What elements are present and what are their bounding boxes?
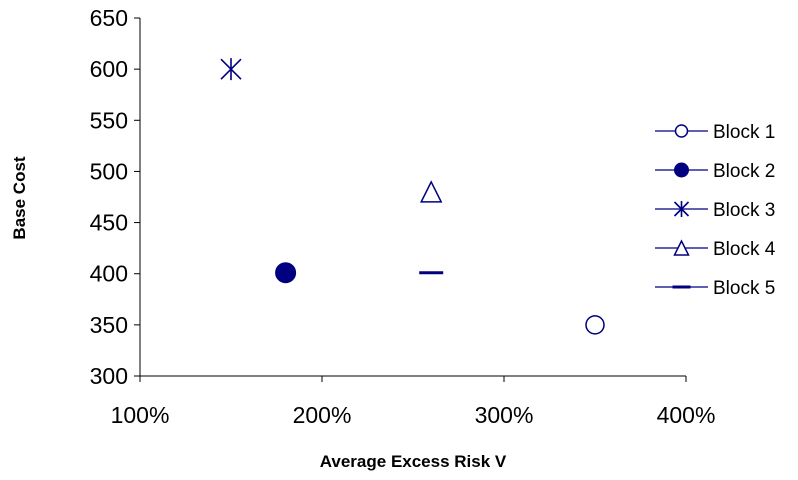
legend-label: Block 5 [713,278,775,299]
y-axis-title: Base Cost [10,156,29,239]
x-axis-title: Average Excess Risk V [320,452,507,471]
legend-item-block-3: Block 3 [655,200,775,221]
x-tick-label: 200% [293,402,352,428]
y-tick-label: 650 [90,5,128,31]
y-tick-label: 450 [90,210,128,236]
y-tick-label: 600 [90,56,128,82]
legend-label: Block 3 [713,200,775,221]
legend-item-block-2: Block 2 [655,161,775,182]
data-point-block-1 [585,315,605,335]
y-tick-label: 350 [90,312,128,338]
legend-marker [673,239,690,256]
legend-item-block-1: Block 1 [655,122,775,143]
x-tick-label: 400% [657,402,716,428]
x-tick-label: 100% [111,402,170,428]
legend-label: Block 2 [713,161,775,182]
legend-marker [674,124,689,138]
legend-item-block-5: Block 5 [655,278,775,299]
legend: Block 1 Block 2 Block 3 Block 4 Block 5 [655,122,776,299]
legend-label: Block 4 [713,239,776,260]
y-tick-label: 400 [90,261,128,287]
y-tick-label: 500 [90,158,128,184]
axes: 300 350 400 450 500 550 600 650 100% 200% 300% 400% [90,5,716,428]
data-points [220,58,605,335]
x-tick-label: 300% [475,402,534,428]
legend-label: Block 1 [713,122,775,143]
legend-item-block-4: Block 4 [655,239,776,260]
data-point-block-3 [220,58,242,81]
y-tick-label: 300 [90,363,128,389]
legend-marker [673,201,690,217]
y-tick-label: 550 [90,107,128,133]
data-point-block-2 [275,262,297,284]
legend-marker [674,162,689,178]
data-point-block-4 [419,180,443,203]
